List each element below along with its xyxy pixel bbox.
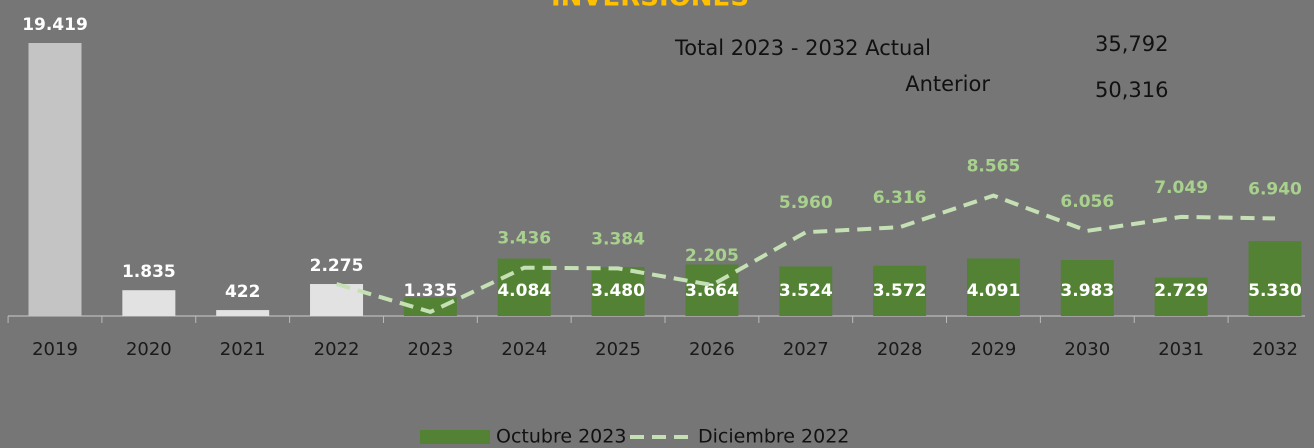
legend-label: Diciembre 2022 xyxy=(698,426,849,448)
bar xyxy=(216,310,270,316)
x-tick-label: 2019 xyxy=(32,339,78,360)
x-tick-label: 2028 xyxy=(877,339,923,360)
bar xyxy=(310,284,364,316)
bar xyxy=(28,43,82,316)
bar xyxy=(403,297,457,316)
bar-value-label: 2.729 xyxy=(1154,281,1208,301)
annotation: 35,792 xyxy=(1095,32,1168,56)
line xyxy=(335,193,1276,315)
bar-value-label: 1.335 xyxy=(403,281,457,301)
bar-value-label: 4.084 xyxy=(497,281,551,301)
bar xyxy=(1060,260,1114,316)
bar xyxy=(966,258,1020,316)
line-value-label: 6.316 xyxy=(873,188,927,208)
annotation: Total 2023 - 2032 Actual xyxy=(674,36,931,60)
bar xyxy=(779,266,833,316)
x-tick-label: 2026 xyxy=(689,339,735,360)
bar-value-label: 1.835 xyxy=(122,262,176,282)
bar xyxy=(122,290,176,316)
line-value-label: 6.056 xyxy=(1060,192,1114,212)
x-tick-label: 2022 xyxy=(314,339,360,360)
bar-value-label: 3.480 xyxy=(591,281,645,301)
x-tick-label: 2020 xyxy=(126,339,172,360)
annotation: Anterior xyxy=(905,72,990,96)
bar-value-label: 2.275 xyxy=(310,256,364,276)
x-tick-label: 2032 xyxy=(1252,339,1298,360)
line-value-label: 2.205 xyxy=(685,246,739,266)
chart-title: INVERSIONES xyxy=(551,0,749,13)
legend-label: Octubre 2023 xyxy=(496,426,626,448)
bar-value-label: 4.091 xyxy=(967,281,1021,301)
bar xyxy=(591,267,645,316)
line-value-label: 7.049 xyxy=(1154,178,1208,198)
bar xyxy=(1154,277,1208,316)
annotation: 50,316 xyxy=(1095,78,1168,102)
bar-value-label: 3.524 xyxy=(779,281,833,301)
x-tick-label: 2030 xyxy=(1064,339,1110,360)
line-value-label: 5.960 xyxy=(779,193,833,213)
bar xyxy=(1248,241,1302,316)
x-tick-label: 2021 xyxy=(220,339,266,360)
x-tick-label: 2027 xyxy=(783,339,829,360)
line-value-label: 6.940 xyxy=(1248,179,1302,199)
bar-value-label: 3.572 xyxy=(873,281,927,301)
line-value-label: 3.384 xyxy=(591,229,645,249)
x-tick-label: 2031 xyxy=(1158,339,1204,360)
line-value-label: 8.565 xyxy=(967,157,1021,177)
bar-value-label: 3.664 xyxy=(685,281,739,301)
line-value-label: 3.436 xyxy=(497,229,551,249)
x-tick-label: 2024 xyxy=(501,339,547,360)
bar-value-label: 422 xyxy=(225,282,261,302)
legend-swatch xyxy=(420,430,490,444)
bar xyxy=(685,264,739,316)
x-tick-label: 2025 xyxy=(595,339,641,360)
x-tick-label: 2023 xyxy=(407,339,453,360)
bar-value-label: 5.330 xyxy=(1248,281,1302,301)
bar-value-label: 19.419 xyxy=(22,15,88,35)
bar xyxy=(873,265,927,316)
x-tick-label: 2029 xyxy=(971,339,1017,360)
bar-value-label: 3.983 xyxy=(1060,281,1114,301)
